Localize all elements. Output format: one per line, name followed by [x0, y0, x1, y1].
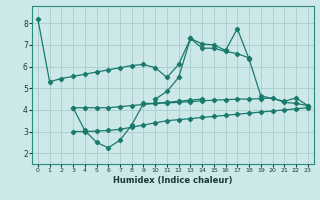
X-axis label: Humidex (Indice chaleur): Humidex (Indice chaleur)	[113, 176, 233, 185]
